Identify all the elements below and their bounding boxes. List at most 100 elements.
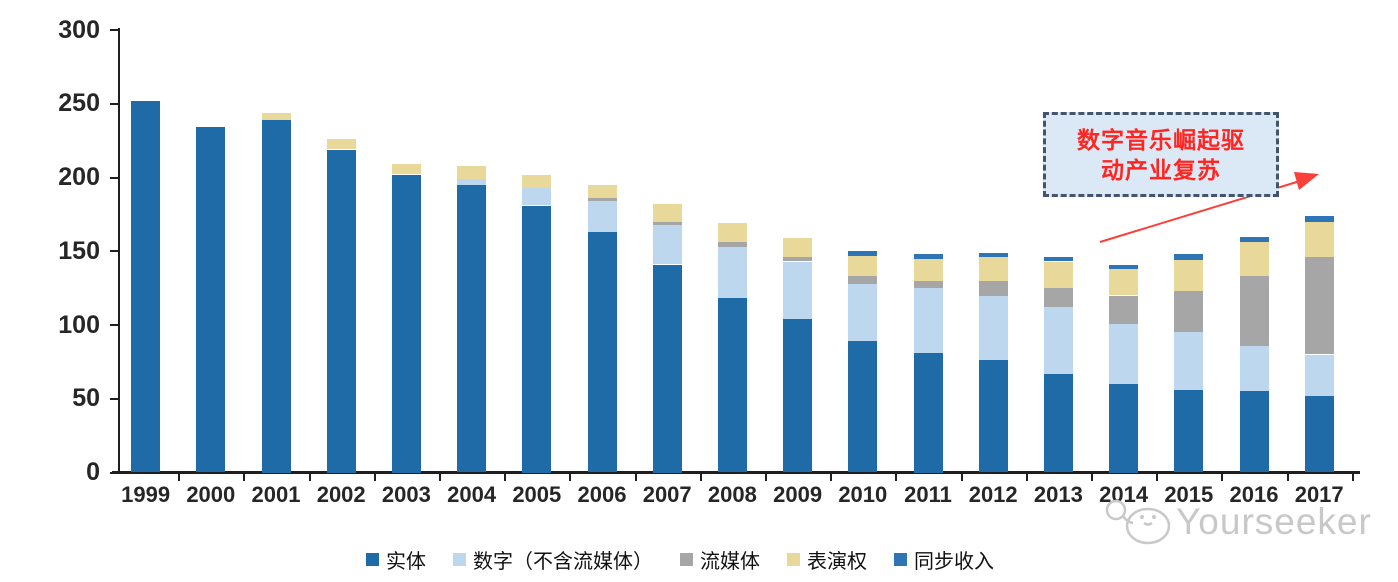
legend-swatch — [366, 553, 379, 566]
x-tick-label: 2016 — [1229, 482, 1279, 507]
bar-segment — [978, 257, 1008, 281]
x-tick-label: 2015 — [1164, 482, 1214, 507]
legend-swatch — [453, 553, 466, 566]
legend-item: 表演权 — [787, 545, 867, 574]
y-tick-mark — [110, 176, 119, 179]
bar-segment — [1109, 384, 1139, 473]
bar-segment — [1239, 242, 1269, 277]
x-tick-label: 2008 — [707, 482, 757, 507]
x-tick-mark — [569, 474, 572, 481]
x-tick-label: 2002 — [316, 482, 366, 507]
bar-segment — [1304, 395, 1334, 473]
bar-segment — [1043, 257, 1073, 262]
x-tick-mark — [895, 474, 898, 481]
bar-segment — [131, 100, 161, 473]
x-tick-label: 2011 — [904, 482, 952, 507]
x-tick-mark — [1091, 474, 1093, 481]
x-tick-mark — [373, 474, 376, 481]
legend-item: 同步收入 — [894, 545, 994, 574]
x-tick-mark — [1156, 474, 1159, 481]
bar-segment — [652, 204, 682, 222]
bar-segment — [1174, 254, 1204, 261]
y-tick-mark — [110, 397, 119, 400]
legend-swatch — [894, 553, 907, 566]
legend-swatch — [787, 553, 800, 566]
x-tick-label: 2009 — [773, 482, 823, 507]
bar-segment — [457, 165, 487, 179]
bar-segment — [978, 360, 1008, 473]
y-tick-label: 100 — [58, 310, 100, 339]
x-tick-label: 1999 — [121, 482, 171, 507]
bar-segment — [391, 164, 421, 175]
bar-segment — [848, 251, 878, 256]
bar-segment — [522, 174, 552, 188]
x-tick-mark — [504, 474, 507, 481]
bar-segment — [783, 257, 813, 262]
bar-segment — [717, 242, 747, 247]
x-tick-label: 2010 — [838, 482, 888, 507]
watermark-text: Yourseeker — [1176, 501, 1372, 542]
x-tick-mark — [830, 474, 833, 481]
bar-segment — [1174, 291, 1204, 333]
y-tick-label: 0 — [86, 458, 100, 486]
y-tick-mark — [110, 324, 119, 326]
bar-segment — [587, 184, 617, 199]
x-tick-label: 2017 — [1294, 482, 1344, 507]
bar-segment — [587, 201, 617, 233]
y-axis-line — [118, 28, 120, 474]
bar-segment — [326, 149, 356, 473]
bar-segment — [717, 298, 747, 473]
bar-segment — [1304, 257, 1334, 355]
bar-segment — [848, 255, 878, 277]
x-tick-label: 2013 — [1033, 482, 1083, 507]
y-tick-mark — [110, 471, 119, 474]
annotation-box: 数字音乐崛起驱 动产业复苏 — [1043, 112, 1279, 197]
bar-segment — [913, 353, 943, 473]
x-tick-label: 2007 — [642, 482, 692, 507]
yourseeker-logo-icon — [1105, 499, 1171, 545]
bar-segment — [783, 238, 813, 258]
bar-segment — [261, 120, 291, 473]
y-tick-mark — [110, 250, 119, 253]
x-tick-label: 2006 — [577, 482, 627, 507]
bar-segment — [978, 295, 1008, 361]
annotation-text-line1: 数字音乐崛起驱 — [1077, 126, 1245, 153]
x-tick-mark — [439, 474, 441, 481]
bar-segment — [913, 258, 943, 281]
annotation-text-line2: 动产业复苏 — [1101, 156, 1221, 183]
bar-segment — [1239, 345, 1269, 392]
y-tick-label: 250 — [58, 89, 100, 118]
bar-segment — [1109, 295, 1139, 324]
x-tick-mark — [960, 474, 963, 481]
x-tick-mark — [1221, 474, 1224, 481]
bar-segment — [913, 254, 943, 259]
y-tick-mark — [110, 102, 119, 105]
bar-segment — [587, 198, 617, 202]
bar-segment — [1304, 221, 1334, 258]
bar-segment — [457, 179, 487, 185]
legend-label: 数字（不含流媒体） — [473, 551, 653, 573]
bar-segment — [652, 221, 682, 225]
bar-segment — [1239, 276, 1269, 346]
bar-segment — [913, 280, 943, 289]
bar-segment — [196, 127, 226, 473]
bar-segment — [848, 276, 878, 284]
bar-segment — [326, 139, 356, 150]
bar-segment — [522, 187, 552, 206]
bar-segment — [717, 246, 747, 299]
x-tick-label: 2005 — [512, 482, 562, 507]
bar-segment — [1174, 260, 1204, 292]
x-tick-label: 2003 — [381, 482, 431, 507]
bar-segment — [1304, 354, 1334, 396]
x-tick-mark — [1025, 474, 1028, 481]
bar-segment — [1174, 389, 1204, 473]
bar-segment — [1239, 236, 1269, 243]
y-tick-mark — [110, 29, 119, 31]
bar-segment — [783, 319, 813, 473]
bar-segment — [1109, 323, 1139, 384]
x-tick-mark — [308, 474, 311, 481]
legend-item: 数字（不含流媒体） — [453, 545, 653, 574]
legend-label: 实体 — [386, 551, 426, 573]
bar-segment — [1043, 288, 1073, 308]
